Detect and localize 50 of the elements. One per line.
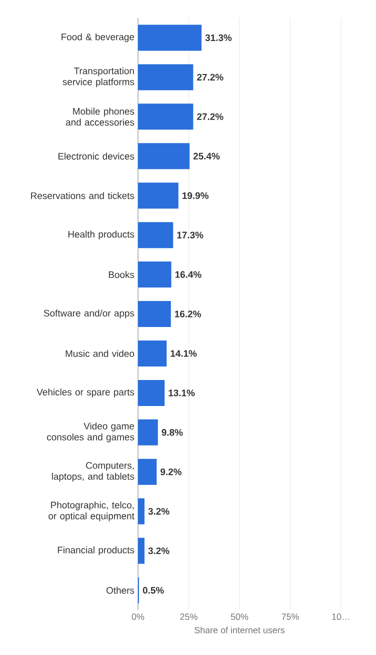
bar — [138, 104, 194, 130]
y-tick-label: Reservations and tickets — [31, 192, 134, 200]
x-tick-label: 10… — [332, 614, 350, 620]
data-label: 27.2% — [197, 74, 224, 81]
bar — [138, 498, 144, 524]
data-label: 19.9% — [182, 192, 209, 199]
y-tick-label: Vehicles or spare parts — [36, 388, 134, 398]
bar — [138, 380, 165, 406]
data-label: 13.1% — [168, 390, 195, 396]
bar — [138, 222, 174, 248]
y-tick-label: Photographic, telco, or optical equipment — [48, 501, 134, 522]
x-tick-label: 0% — [132, 614, 144, 620]
data-label: 14.1% — [170, 350, 197, 357]
data-label: 3.2% — [148, 508, 170, 515]
bar — [138, 24, 202, 51]
data-label: 27.2% — [197, 113, 224, 120]
bar — [138, 340, 167, 366]
data-label: 9.8% — [162, 429, 183, 436]
y-tick-label: Health products — [68, 230, 134, 240]
y-tick-label: Transportation service platforms — [62, 67, 134, 88]
data-label: 9.2% — [160, 468, 182, 476]
x-tick-label: 25% — [180, 614, 198, 620]
data-label: 3.2% — [148, 547, 170, 554]
bar — [138, 143, 190, 170]
bar — [138, 458, 157, 485]
y-tick-label: Financial products — [58, 546, 134, 556]
bar — [138, 419, 158, 446]
data-label: 31.3% — [205, 34, 232, 42]
y-tick-label: Computers, laptops, and tablets — [52, 462, 134, 482]
x-tick-label: 75% — [282, 614, 299, 620]
bar — [138, 64, 194, 90]
data-label: 16.2% — [175, 310, 201, 318]
y-tick-label: Mobile phones and accessories — [66, 108, 134, 126]
data-label: 25.4% — [193, 152, 220, 160]
y-tick-label: Books — [108, 271, 134, 278]
y-tick-label: Video game consoles and games — [47, 422, 134, 442]
bar — [138, 262, 172, 288]
data-label: 0.5% — [142, 586, 164, 594]
data-label: 16.4% — [175, 271, 202, 278]
y-tick-label: Others — [106, 586, 134, 594]
y-tick-label: Food & beverage — [62, 33, 134, 42]
data-label: 17.3% — [177, 232, 204, 238]
bar — [138, 538, 144, 564]
x-axis-title: Share of internet users — [194, 626, 285, 634]
y-tick-label: Electronic devices — [58, 152, 134, 160]
bar — [138, 301, 171, 328]
y-tick-label: Software and/or apps — [44, 310, 134, 318]
bar — [138, 182, 178, 209]
x-tick-label: 50% — [230, 614, 248, 620]
y-tick-label: Music and video — [66, 350, 134, 357]
